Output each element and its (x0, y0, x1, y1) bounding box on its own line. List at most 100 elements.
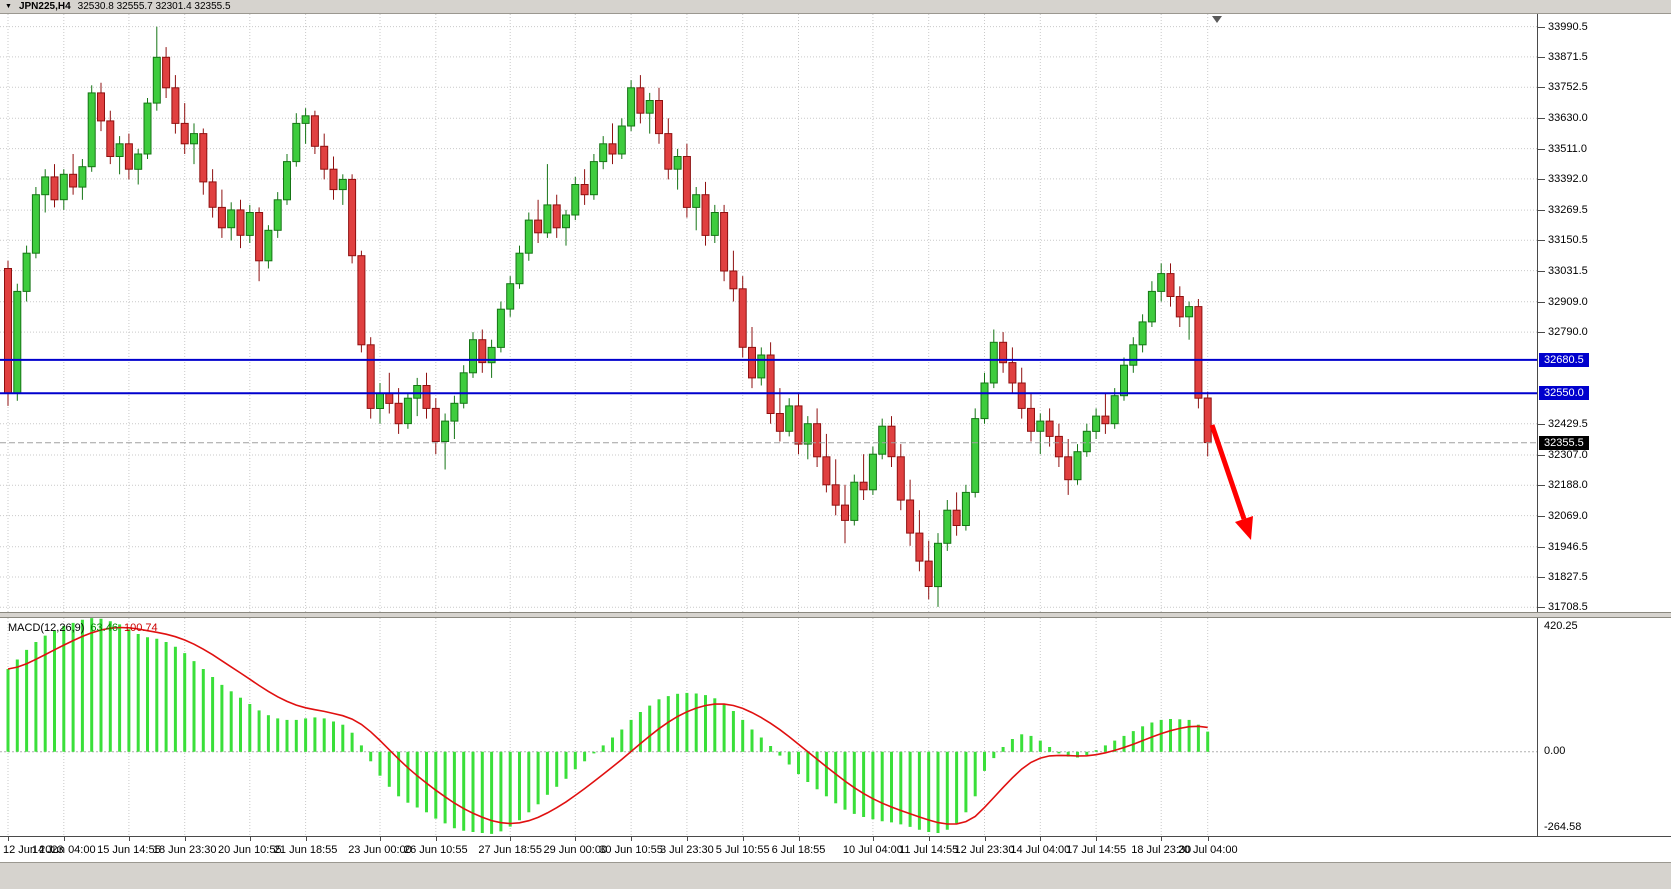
candle-body (515, 252, 524, 285)
candle-body (459, 372, 468, 404)
candle-body (4, 268, 12, 394)
price-tick-label: 33392.0 (1538, 172, 1588, 185)
time-axis-label: 15 Jun 14:55 (97, 844, 161, 856)
macd-axis-min-label: -264.58 (1544, 821, 1582, 833)
candle-body (69, 173, 78, 188)
candle-body (13, 290, 22, 394)
time-axis-label: 21 Jun 18:55 (273, 844, 338, 856)
price-tick-label: 31708.5 (1538, 601, 1588, 614)
price-tick-label: 32069.0 (1538, 509, 1588, 522)
time-tick (249, 837, 251, 841)
macd-signal-value: 100.74 (123, 622, 158, 634)
candle-body (729, 270, 738, 290)
candle-body (757, 354, 766, 379)
candle-body (478, 339, 487, 364)
candle-body (487, 346, 496, 364)
window-bottom-strip (0, 862, 1671, 889)
time-tick (380, 837, 381, 841)
candle-body (1092, 415, 1101, 432)
candle-body (162, 56, 171, 89)
time-tick (305, 837, 307, 841)
candle-body (310, 115, 319, 147)
candles-layer (4, 26, 1212, 607)
candle-body (1175, 296, 1184, 318)
candle-body (264, 229, 273, 262)
time-axis-label: 18 Jul 23:30 (1131, 844, 1192, 856)
time-axis-label: 14 Jun 04:00 (31, 844, 96, 856)
candle-body (589, 161, 598, 196)
time-tick (928, 837, 930, 841)
chart-shift-marker[interactable] (1212, 16, 1222, 23)
candle-body (50, 176, 59, 201)
price-axis[interactable]: 33990.5 33871.5 33752.5 33630.0 33511.0 33392… (1537, 14, 1671, 614)
macd-axis[interactable]: 420.25 0.00 -264.58 (1537, 618, 1671, 836)
candle-body (924, 560, 933, 587)
macd-indicator-plot[interactable] (0, 618, 1537, 836)
candle-body (59, 173, 68, 201)
candle-body (748, 346, 756, 379)
trend-arrow[interactable] (1209, 424, 1253, 540)
price-tick-label: 33990.5 (1538, 20, 1588, 33)
candle-body (301, 115, 310, 124)
price-tick-label: 32909.0 (1538, 295, 1588, 308)
candle-body (1110, 395, 1119, 425)
candle-body (348, 178, 357, 257)
candle-body (1082, 430, 1091, 453)
time-axis-label: 14 Jul 04:00 (1010, 844, 1071, 856)
time-axis-label: 3 Jul 23:30 (659, 844, 714, 856)
price-tick-label: 32188.0 (1538, 479, 1588, 492)
candle-body (952, 509, 961, 527)
candle-body (655, 100, 663, 135)
current-price-tag: 32355.5 (1539, 435, 1589, 450)
time-tick (1161, 837, 1163, 841)
time-tick (1096, 837, 1098, 841)
macd-histogram (6, 618, 1210, 834)
time-axis[interactable]: 12 Jun 2023 14 Jun 04:00 15 Jun 14:55 18 Ju… (0, 836, 1671, 862)
time-axis-label: 27 Jun 18:55 (478, 844, 542, 856)
candle-body (608, 143, 617, 155)
candle-body (1036, 420, 1045, 432)
candle-body (664, 133, 673, 170)
candle-body (124, 143, 133, 170)
time-axis-label: 18 Jun 23:30 (152, 844, 217, 856)
candle-body (180, 122, 189, 145)
candle-body (171, 87, 180, 124)
candle-body (1129, 344, 1138, 366)
chart-menu-icon[interactable]: ▼ (5, 2, 12, 10)
candle-body (1017, 382, 1026, 409)
candle-body (22, 252, 31, 292)
level-price-tag: 32550.0 (1539, 386, 1589, 401)
candle-body (97, 92, 105, 122)
candle-body (469, 339, 477, 374)
candle-body (775, 413, 784, 432)
candle-body (366, 344, 375, 409)
candle-body (887, 425, 896, 458)
candle-body (989, 341, 998, 384)
candle-body (1157, 273, 1166, 292)
candle-body (710, 212, 719, 236)
time-axis-label: 5 Jul 10:55 (715, 844, 770, 856)
candle-body (78, 166, 87, 188)
candle-body (1073, 451, 1082, 481)
price-chart-plot[interactable] (0, 14, 1537, 612)
time-tick (575, 837, 577, 841)
time-tick (1040, 837, 1042, 841)
candle-body (441, 420, 450, 443)
time-tick (686, 837, 688, 841)
candle-body (329, 168, 338, 191)
candle-body (645, 100, 654, 114)
candle-body (1166, 273, 1175, 298)
candle-body (422, 385, 431, 409)
price-tick-label: 33031.5 (1538, 264, 1588, 277)
panel-separator[interactable] (0, 612, 1671, 618)
candle-body (1027, 407, 1035, 432)
candle-body (627, 87, 636, 127)
candle-body (831, 484, 840, 506)
candle-body (552, 204, 561, 229)
candle-body (115, 143, 124, 158)
candle-body (906, 499, 915, 534)
price-tick-label: 33752.5 (1538, 81, 1588, 94)
candle-body (943, 509, 952, 544)
ohlc-values: 32530.8 32555.7 32301.4 32355.5 (77, 1, 231, 12)
candle-body (431, 407, 440, 442)
